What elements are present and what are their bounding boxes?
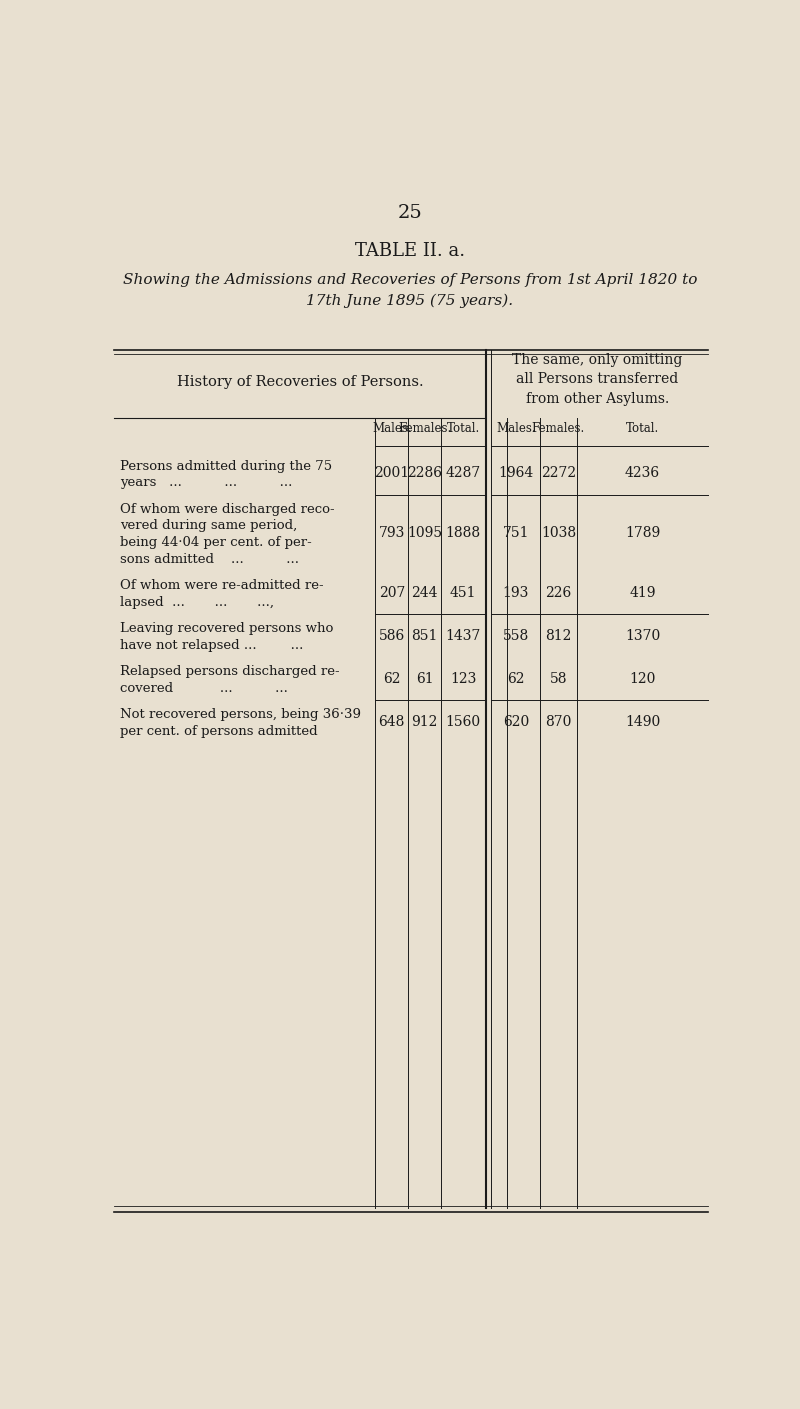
Text: Not recovered persons, being 36·39: Not recovered persons, being 36·39	[120, 709, 361, 721]
Text: 1437: 1437	[446, 628, 481, 643]
Text: Total.: Total.	[446, 423, 480, 435]
Text: lapsed  ...       ...       ...,: lapsed ... ... ...,	[120, 596, 274, 609]
Text: sons admitted    ...          ...: sons admitted ... ...	[120, 552, 299, 565]
Text: Males.: Males.	[496, 423, 536, 435]
Text: covered           ...          ...: covered ... ...	[120, 682, 288, 695]
Text: 244: 244	[411, 586, 438, 600]
Text: Females.: Females.	[532, 423, 585, 435]
Text: 586: 586	[378, 628, 405, 643]
Text: 226: 226	[546, 586, 571, 600]
Text: 1370: 1370	[625, 628, 660, 643]
Text: 2286: 2286	[407, 466, 442, 480]
Text: 123: 123	[450, 672, 476, 686]
Text: 4287: 4287	[446, 466, 481, 480]
Text: 1789: 1789	[625, 526, 660, 540]
Text: 419: 419	[630, 586, 656, 600]
Text: 120: 120	[630, 672, 656, 686]
Text: 851: 851	[411, 628, 438, 643]
Text: The same, only omitting
all Persons transferred
from other Asylums.: The same, only omitting all Persons tran…	[512, 352, 682, 406]
Text: 2272: 2272	[541, 466, 576, 480]
Text: History of Recoveries of Persons.: History of Recoveries of Persons.	[177, 375, 423, 389]
Text: years   ...          ...          ...: years ... ... ...	[120, 476, 293, 489]
Text: 193: 193	[502, 586, 529, 600]
Text: Of whom were re-admitted re-: Of whom were re-admitted re-	[120, 579, 324, 592]
Text: Relapsed persons discharged re-: Relapsed persons discharged re-	[120, 665, 340, 678]
Text: Total.: Total.	[626, 423, 659, 435]
Text: 62: 62	[383, 672, 401, 686]
Text: 1964: 1964	[498, 466, 534, 480]
Text: 812: 812	[546, 628, 571, 643]
Text: 870: 870	[546, 714, 571, 728]
Text: 793: 793	[378, 526, 405, 540]
Text: per cent. of persons admitted: per cent. of persons admitted	[120, 726, 318, 738]
Text: 2001: 2001	[374, 466, 410, 480]
Text: 620: 620	[502, 714, 529, 728]
Text: 25: 25	[398, 204, 422, 221]
Text: 1490: 1490	[625, 714, 660, 728]
Text: 1888: 1888	[446, 526, 481, 540]
Text: being 44·04 per cent. of per-: being 44·04 per cent. of per-	[120, 535, 312, 550]
Text: 62: 62	[507, 672, 525, 686]
Text: 207: 207	[378, 586, 405, 600]
Text: TABLE II. a.: TABLE II. a.	[355, 242, 465, 261]
Text: Showing the Admissions and Recoveries of Persons from 1st April 1820 to
17th Jun: Showing the Admissions and Recoveries of…	[123, 273, 697, 309]
Text: Of whom were discharged reco-: Of whom were discharged reco-	[120, 503, 334, 516]
Text: Persons admitted during the 75: Persons admitted during the 75	[120, 459, 332, 473]
Text: 558: 558	[502, 628, 529, 643]
Text: 451: 451	[450, 586, 476, 600]
Text: 1095: 1095	[407, 526, 442, 540]
Text: 1560: 1560	[446, 714, 481, 728]
Text: vered during same period,: vered during same period,	[120, 520, 298, 533]
Text: 751: 751	[502, 526, 529, 540]
Text: have not relapsed ...        ...: have not relapsed ... ...	[120, 638, 303, 652]
Text: Leaving recovered persons who: Leaving recovered persons who	[120, 623, 334, 635]
Text: 61: 61	[416, 672, 434, 686]
Text: 58: 58	[550, 672, 567, 686]
Text: Females.: Females.	[398, 423, 451, 435]
Text: 1038: 1038	[541, 526, 576, 540]
Text: 912: 912	[411, 714, 438, 728]
Text: 4236: 4236	[625, 466, 660, 480]
Text: Males.: Males.	[372, 423, 411, 435]
Text: 648: 648	[378, 714, 405, 728]
